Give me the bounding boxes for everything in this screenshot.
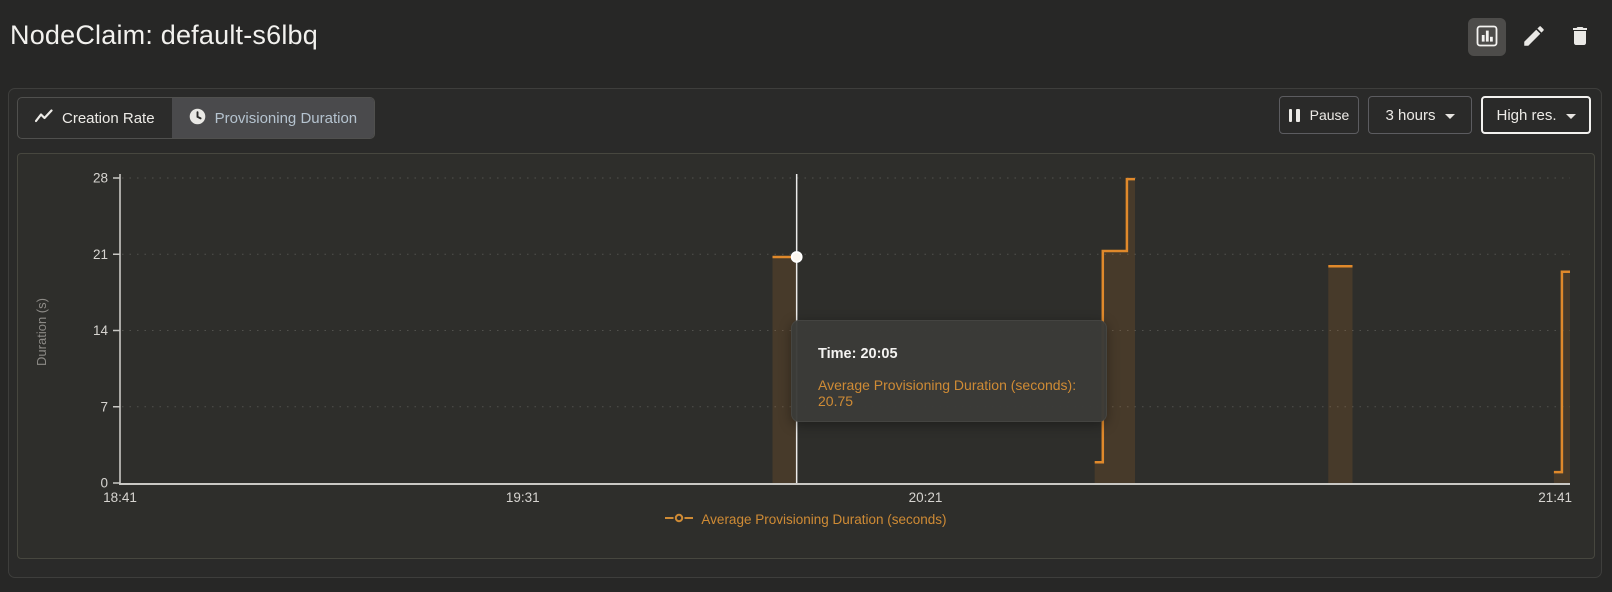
tab-label: Provisioning Duration <box>214 109 358 127</box>
metrics-panel: Creation Rate Provisioning Duration Paus… <box>8 88 1602 578</box>
x-tick-label: 21:41 <box>1538 490 1572 505</box>
delete-button[interactable] <box>1562 18 1598 56</box>
hover-point <box>790 251 803 263</box>
tab-label: Creation Rate <box>62 109 155 127</box>
y-tick-label: 14 <box>93 323 109 338</box>
series-area <box>1328 266 1353 483</box>
y-axis-title: Duration (s) <box>34 298 49 366</box>
trend-line-icon <box>34 109 53 127</box>
tab-creation-rate[interactable]: Creation Rate <box>18 98 172 138</box>
legend-label: Average Provisioning Duration (seconds) <box>701 511 947 527</box>
x-tick-label: 20:21 <box>909 490 943 505</box>
chart-view-button[interactable] <box>1468 18 1506 56</box>
chart-tooltip: Time: 20:05 Average Provisioning Duratio… <box>791 320 1107 422</box>
trash-icon <box>1568 24 1592 51</box>
y-tick-label: 28 <box>93 171 108 186</box>
legend-marker-icon <box>665 510 694 528</box>
pause-icon <box>1288 108 1300 122</box>
y-tick-label: 21 <box>93 247 108 262</box>
series-line <box>1094 177 1135 464</box>
chart-card: 0 7 14 21 28 18:41 19:31 20:21 21:41 Duration (s)… <box>17 153 1595 559</box>
pencil-icon <box>1521 23 1547 52</box>
chevron-down-icon <box>1565 113 1576 119</box>
x-tick-label: 18:41 <box>103 490 137 505</box>
page-title: NodeClaim: default-s6lbq <box>10 20 318 50</box>
header-actions <box>1468 18 1598 56</box>
chart-tabs: Creation Rate Provisioning Duration <box>17 97 376 139</box>
edit-button[interactable] <box>1516 18 1552 56</box>
series-line <box>1553 270 1570 474</box>
series-area <box>772 257 797 483</box>
tooltip-series-value: Average Provisioning Duration (seconds):… <box>818 377 1077 409</box>
resolution-value: High res. <box>1496 106 1557 124</box>
chart-legend: Average Provisioning Duration (seconds) <box>18 510 1594 528</box>
time-range-value: 3 hours <box>1385 106 1436 124</box>
bar-chart-icon <box>1476 25 1498 50</box>
chevron-down-icon <box>1444 113 1455 119</box>
y-tick-label: 0 <box>100 476 108 491</box>
tooltip-time: Time: 20:05 <box>818 346 898 362</box>
resolution-select[interactable]: High res. <box>1481 96 1591 134</box>
y-tick-label: 7 <box>100 399 108 414</box>
provisioning-duration-chart[interactable]: 0 7 14 21 28 18:41 19:31 20:21 21:41 Duration (s) <box>18 154 1596 560</box>
x-tick-label: 19:31 <box>506 490 540 505</box>
clock-icon <box>189 108 206 129</box>
pause-button[interactable]: Pause <box>1279 96 1359 134</box>
time-range-select[interactable]: 3 hours <box>1368 96 1472 134</box>
tab-provisioning-duration[interactable]: Provisioning Duration <box>171 98 375 138</box>
pause-label: Pause <box>1309 107 1350 123</box>
